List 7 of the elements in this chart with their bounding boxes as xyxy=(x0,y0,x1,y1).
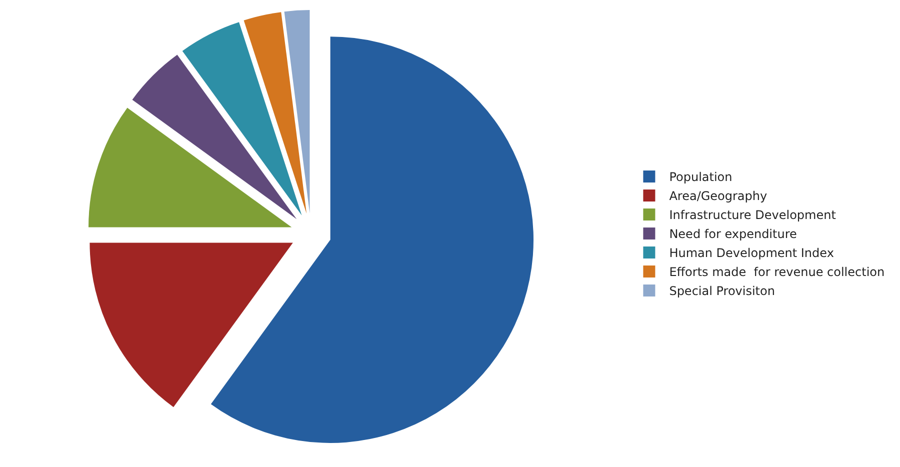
legend-label: Human Development Index xyxy=(669,246,834,260)
legend-label: Population xyxy=(669,170,732,184)
legend-label: Area/Geography xyxy=(669,189,768,204)
legend-label: Need for expenditure xyxy=(669,227,797,242)
legend-label: Infrastructure Development xyxy=(669,208,836,222)
legend-label: Efforts made for revenue collection xyxy=(669,265,885,280)
legend-label: Special Provisiton xyxy=(669,284,775,298)
